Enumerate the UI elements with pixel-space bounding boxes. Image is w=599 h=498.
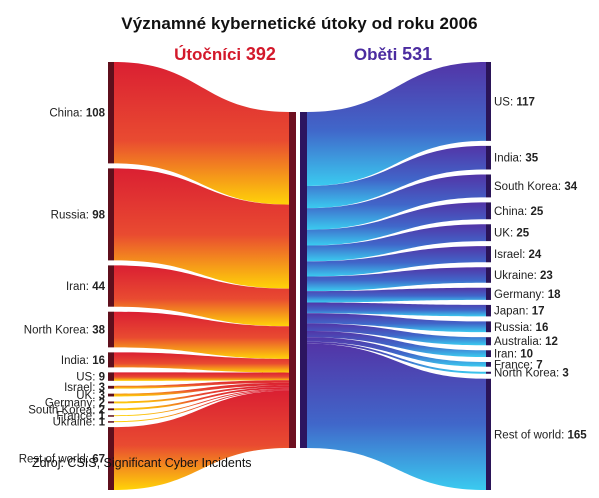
flow-attacker-china xyxy=(114,62,289,205)
node-bar-attacker-iran xyxy=(108,265,114,307)
label-victim-germany: Germany: 18 xyxy=(494,289,561,301)
flow-victim-iran xyxy=(307,330,486,358)
node-bar-victim-russia xyxy=(486,321,491,333)
flow-attacker-israel xyxy=(114,380,289,389)
label-victim-ukraine: Ukraine: 23 xyxy=(494,270,553,282)
flow-victim-israel xyxy=(307,246,486,277)
node-bar-attacker-france xyxy=(108,415,114,417)
node-bar-victim-india xyxy=(486,145,491,170)
label-attacker-france: France: 1 xyxy=(56,411,105,423)
attackers-header: Útočníci 392 xyxy=(150,44,300,65)
flow-victim-japan xyxy=(307,302,486,317)
flow-victim-us xyxy=(307,62,486,187)
label-attacker-south-korea: South Korea: 2 xyxy=(28,404,105,416)
label-victim-us: US: 117 xyxy=(494,96,535,108)
label-attacker-iran: Iran: 44 xyxy=(66,281,106,293)
flow-victim-ukraine xyxy=(307,267,486,292)
flow-attacker-north-korea xyxy=(114,311,289,359)
label-attacker-israel: Israel: 3 xyxy=(64,382,105,394)
attacker-flows xyxy=(114,62,289,490)
flow-victim-north-korea xyxy=(307,341,486,374)
label-victim-north-korea: North Korea: 3 xyxy=(494,368,569,380)
page-title: Významné kybernetické útoky od roku 2006 xyxy=(121,14,478,33)
flow-attacker-south-korea xyxy=(114,387,289,411)
node-bar-victim-us xyxy=(486,62,491,141)
label-attacker-russia: Russia: 98 xyxy=(51,209,106,221)
label-victim-japan: Japan: 17 xyxy=(494,306,545,318)
node-bar-attacker-south-korea xyxy=(108,408,114,411)
node-bar-attacker-russia xyxy=(108,168,114,261)
flow-attacker-uk xyxy=(114,382,289,397)
flow-victim-uk xyxy=(307,224,486,262)
node-bar-attacker-rest-of-world xyxy=(108,427,114,490)
node-bar-attacker-israel xyxy=(108,385,114,389)
label-victim-australia: Australia: 12 xyxy=(494,336,558,348)
label-victim-india: India: 35 xyxy=(494,153,539,165)
node-bar-victim-iran xyxy=(486,350,491,358)
flow-victim-germany xyxy=(307,287,486,303)
flow-victim-russia xyxy=(307,313,486,333)
node-bar-victim-japan xyxy=(486,304,491,317)
node-bar-victim-france xyxy=(486,362,491,367)
node-bar-attacker-uk xyxy=(108,393,114,397)
label-victim-rest-of-world: Rest of world: 165 xyxy=(494,429,587,441)
label-attacker-uk: UK: 3 xyxy=(76,390,105,402)
node-bar-attacker-india xyxy=(108,352,114,368)
label-victim-iran: Iran: 10 xyxy=(494,349,533,361)
attackers-center-bar xyxy=(289,112,296,448)
label-victim-south-korea: South Korea: 34 xyxy=(494,181,578,193)
flow-attacker-iran xyxy=(114,265,289,327)
victims-header: Oběti 531 xyxy=(318,44,468,65)
flow-attacker-us xyxy=(114,372,289,381)
flow-victim-south-korea xyxy=(307,174,486,230)
attackers-total: 392 xyxy=(245,44,276,64)
flow-victim-china xyxy=(307,202,486,246)
node-bar-victim-australia xyxy=(486,337,491,346)
label-victim-china: China: 25 xyxy=(494,206,544,218)
label-victim-russia: Russia: 16 xyxy=(494,322,548,334)
flow-attacker-france xyxy=(114,388,289,417)
node-bar-victim-rest-of-world xyxy=(486,378,491,490)
label-attacker-north-korea: North Korea: 38 xyxy=(24,325,106,337)
node-bar-attacker-china xyxy=(108,62,114,164)
flow-attacker-rest-of-world xyxy=(114,390,289,490)
flow-victim-australia xyxy=(307,323,486,346)
victims-total: 531 xyxy=(402,44,433,64)
source-note: Zdroj: CSIS, Significant Cyber Incidents xyxy=(32,456,252,470)
label-victim-uk: UK: 25 xyxy=(494,228,530,240)
label-victim-france: France: 7 xyxy=(494,359,543,371)
label-attacker-ukraine: Ukraine: 1 xyxy=(53,417,106,429)
label-attacker-us: US: 9 xyxy=(76,372,105,384)
flow-attacker-germany xyxy=(114,385,289,404)
node-bar-victim-ukraine xyxy=(486,267,491,283)
label-attacker-germany: Germany: 2 xyxy=(45,397,105,409)
label-victim-israel: Israel: 24 xyxy=(494,249,542,261)
node-bar-attacker-us xyxy=(108,372,114,381)
victim-flows xyxy=(307,62,486,490)
node-bar-attacker-germany xyxy=(108,401,114,404)
flow-attacker-india xyxy=(114,352,289,373)
attackers-label: Útočníci xyxy=(174,45,242,64)
flow-attacker-russia xyxy=(114,168,289,289)
node-bar-victim-south-korea xyxy=(486,174,491,198)
label-attacker-china: China: 108 xyxy=(49,108,105,120)
flow-victim-rest-of-world xyxy=(307,343,486,490)
node-bar-victim-germany xyxy=(486,287,491,300)
flow-attacker-ukraine xyxy=(114,389,289,423)
node-bar-attacker-north-korea xyxy=(108,311,114,348)
label-attacker-rest-of-world: Rest of world: 67 xyxy=(19,454,105,466)
node-bar-victim-israel xyxy=(486,246,491,263)
flow-victim-france xyxy=(307,337,486,367)
victims-label: Oběti xyxy=(353,45,398,64)
node-bar-victim-north-korea xyxy=(486,371,491,374)
node-bar-attacker-ukraine xyxy=(108,421,114,423)
node-bars xyxy=(108,62,491,490)
label-attacker-india: India: 16 xyxy=(61,355,105,367)
flow-victim-india xyxy=(307,145,486,209)
victims-center-bar xyxy=(300,112,307,448)
node-bar-victim-china xyxy=(486,202,491,220)
node-labels: China: 108 Russia: 98 Iran: 44 North Korea:… xyxy=(19,96,588,465)
node-bar-victim-uk xyxy=(486,224,491,242)
